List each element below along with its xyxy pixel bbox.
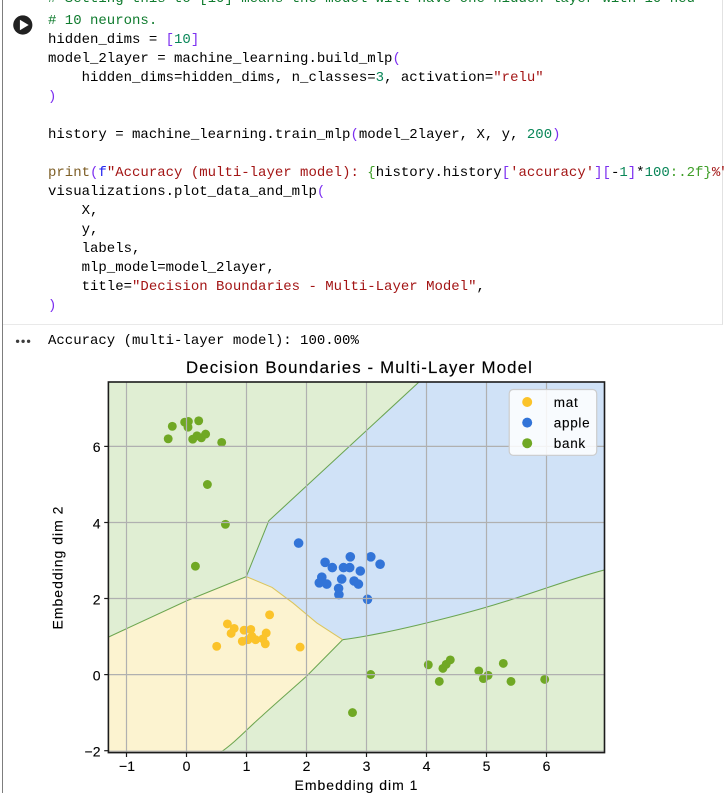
svg-text:Embedding dim 2: Embedding dim 2 xyxy=(50,506,66,630)
svg-text:4: 4 xyxy=(423,758,431,774)
svg-text:5: 5 xyxy=(483,758,491,774)
svg-text:2: 2 xyxy=(93,591,101,607)
svg-text:−1: −1 xyxy=(119,758,135,774)
svg-text:6: 6 xyxy=(543,758,551,774)
svg-text:Embedding dim 1: Embedding dim 1 xyxy=(295,777,419,793)
svg-text:4: 4 xyxy=(93,515,101,531)
svg-text:0: 0 xyxy=(93,667,101,683)
svg-text:1: 1 xyxy=(243,758,251,774)
svg-text:3: 3 xyxy=(363,758,371,774)
svg-text:2: 2 xyxy=(303,758,311,774)
svg-text:−2: −2 xyxy=(85,743,101,759)
svg-text:6: 6 xyxy=(93,439,101,455)
svg-text:Decision Boundaries - Multi-La: Decision Boundaries - Multi-Layer Model xyxy=(186,358,533,377)
svg-text:0: 0 xyxy=(183,758,191,774)
svg-text:apple: apple xyxy=(554,415,591,430)
svg-text:bank: bank xyxy=(554,436,586,451)
svg-text:mat: mat xyxy=(554,395,579,410)
